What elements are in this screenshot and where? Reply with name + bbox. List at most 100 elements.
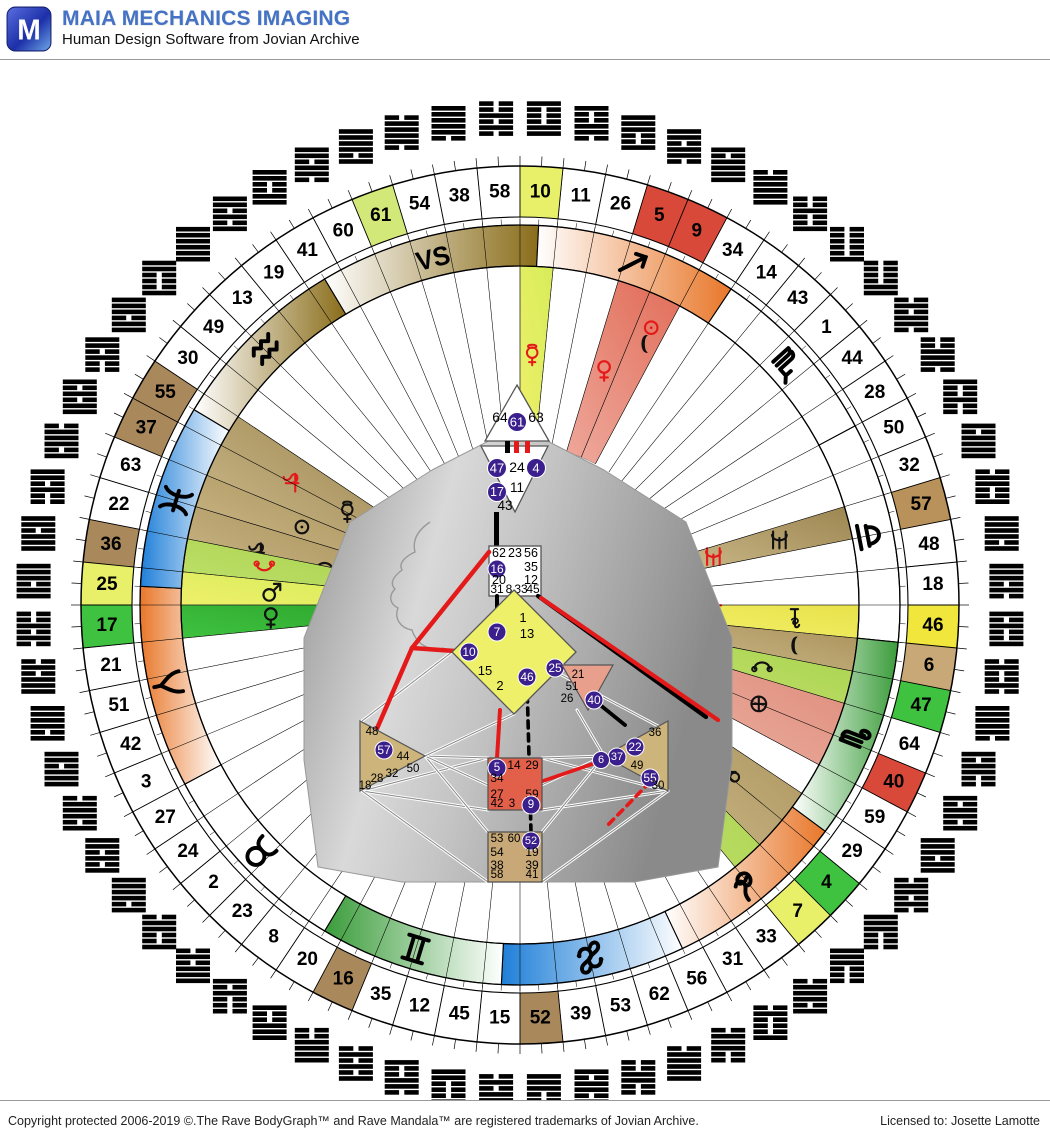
svg-text:51: 51 <box>566 681 579 693</box>
svg-text:34: 34 <box>490 771 504 785</box>
svg-text:31: 31 <box>490 582 504 596</box>
svg-text:9: 9 <box>528 799 534 811</box>
svg-text:42: 42 <box>491 798 504 810</box>
svg-text:5: 5 <box>654 205 665 226</box>
svg-text:10: 10 <box>530 182 551 203</box>
svg-text:61: 61 <box>510 415 524 430</box>
svg-text:53: 53 <box>610 996 631 1017</box>
svg-text:18: 18 <box>922 574 943 595</box>
svg-text:48: 48 <box>918 534 939 555</box>
svg-text:22: 22 <box>628 740 642 754</box>
svg-text:51: 51 <box>108 695 130 716</box>
svg-text:23: 23 <box>232 901 253 922</box>
svg-text:6: 6 <box>598 754 604 766</box>
svg-text:11: 11 <box>571 186 592 207</box>
svg-text:16: 16 <box>333 968 354 989</box>
svg-text:50: 50 <box>407 763 420 775</box>
svg-text:61: 61 <box>370 205 392 226</box>
svg-text:27: 27 <box>155 807 176 828</box>
svg-text:7: 7 <box>494 625 501 639</box>
svg-text:30: 30 <box>177 348 198 369</box>
svg-text:64: 64 <box>492 409 508 425</box>
svg-text:46: 46 <box>520 670 534 684</box>
svg-text:3: 3 <box>509 798 515 810</box>
svg-text:14: 14 <box>756 262 778 283</box>
svg-text:12: 12 <box>409 996 430 1017</box>
svg-text:M: M <box>17 13 41 45</box>
svg-text:18: 18 <box>359 780 372 792</box>
svg-text:60: 60 <box>333 221 354 242</box>
svg-text:23: 23 <box>508 546 522 560</box>
svg-text:19: 19 <box>263 262 284 283</box>
svg-text:52: 52 <box>530 1008 551 1029</box>
svg-text:57: 57 <box>911 494 932 515</box>
svg-text:29: 29 <box>525 758 539 772</box>
svg-text:31: 31 <box>722 949 744 970</box>
svg-text:24: 24 <box>177 841 199 862</box>
svg-text:15: 15 <box>489 1008 511 1029</box>
svg-text:2: 2 <box>208 872 219 893</box>
svg-text:43: 43 <box>497 498 512 513</box>
svg-text:26: 26 <box>610 193 631 214</box>
svg-text:17: 17 <box>490 485 504 499</box>
svg-text:17: 17 <box>96 615 117 636</box>
svg-text:59: 59 <box>864 807 885 828</box>
svg-text:36: 36 <box>649 727 662 739</box>
svg-text:46: 46 <box>922 615 943 636</box>
svg-text:62: 62 <box>649 984 670 1005</box>
svg-text:24: 24 <box>509 459 525 475</box>
svg-text:41: 41 <box>526 869 539 881</box>
svg-text:13: 13 <box>520 626 534 641</box>
svg-text:56: 56 <box>686 968 707 989</box>
svg-text:48: 48 <box>366 726 379 738</box>
svg-text:19: 19 <box>525 845 539 859</box>
svg-text:47: 47 <box>911 695 932 716</box>
svg-text:60: 60 <box>508 833 521 845</box>
svg-text:54: 54 <box>490 845 504 859</box>
svg-text:21: 21 <box>100 655 122 676</box>
svg-text:62: 62 <box>492 546 506 560</box>
svg-text:2: 2 <box>496 678 503 693</box>
svg-text:35: 35 <box>370 984 392 1005</box>
svg-text:29: 29 <box>842 841 863 862</box>
svg-text:11: 11 <box>510 480 524 495</box>
svg-text:15: 15 <box>478 663 492 678</box>
svg-text:45: 45 <box>526 582 540 596</box>
svg-text:43: 43 <box>787 288 808 309</box>
svg-text:39: 39 <box>570 1004 591 1025</box>
svg-text:53: 53 <box>491 833 504 845</box>
svg-text:49: 49 <box>631 760 644 772</box>
svg-text:44: 44 <box>842 348 864 369</box>
svg-text:1: 1 <box>519 610 526 625</box>
svg-text:26: 26 <box>561 693 574 705</box>
svg-text:63: 63 <box>528 409 544 425</box>
svg-text:25: 25 <box>96 574 118 595</box>
svg-text:38: 38 <box>449 186 470 207</box>
svg-text:47: 47 <box>490 461 504 476</box>
svg-text:34: 34 <box>722 240 744 261</box>
svg-text:37: 37 <box>611 751 623 763</box>
svg-text:4: 4 <box>821 872 832 893</box>
svg-text:56: 56 <box>524 546 538 560</box>
svg-text:32: 32 <box>899 455 920 476</box>
svg-text:35: 35 <box>524 560 538 574</box>
svg-text:63: 63 <box>120 455 141 476</box>
svg-text:33: 33 <box>756 927 777 948</box>
svg-text:13: 13 <box>232 288 253 309</box>
svg-text:50: 50 <box>883 418 904 439</box>
svg-text:21: 21 <box>572 669 585 681</box>
svg-text:4: 4 <box>532 461 539 476</box>
svg-text:44: 44 <box>397 751 410 763</box>
svg-text:7: 7 <box>792 901 803 922</box>
svg-text:55: 55 <box>155 382 177 403</box>
svg-text:58: 58 <box>491 869 504 881</box>
svg-text:6: 6 <box>924 655 935 676</box>
svg-text:1: 1 <box>821 317 832 338</box>
svg-text:64: 64 <box>899 734 921 755</box>
svg-text:25: 25 <box>548 661 562 675</box>
svg-text:30: 30 <box>652 780 665 792</box>
svg-text:36: 36 <box>100 534 121 555</box>
svg-text:57: 57 <box>377 743 391 757</box>
svg-text:28: 28 <box>864 382 885 403</box>
svg-text:37: 37 <box>136 418 157 439</box>
